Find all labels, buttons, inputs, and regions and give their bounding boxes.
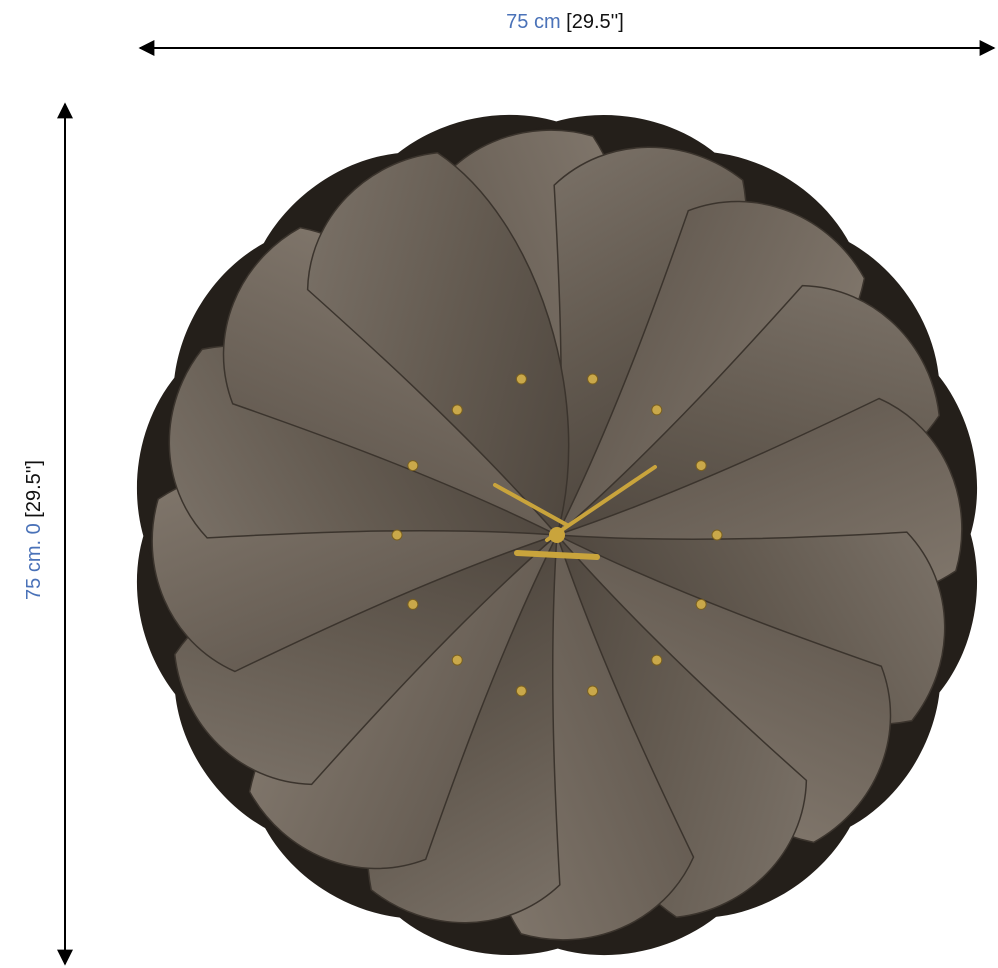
hour-stud [651, 654, 663, 666]
height-metric: 75 cm. 0 [23, 523, 45, 600]
hour-stud [451, 404, 463, 416]
hand-pin [549, 527, 565, 543]
hour-stud [407, 598, 419, 610]
height-imperial: [29.5''] [23, 460, 45, 518]
minute-hand [545, 465, 657, 542]
hour-stud [695, 598, 707, 610]
hour-stud [391, 529, 403, 541]
ribbon [306, 151, 570, 537]
hour-stud [515, 373, 527, 385]
hour-hand-2 [493, 483, 569, 527]
hour-stud [587, 685, 599, 697]
hour-stud [651, 404, 663, 416]
hour-stud [711, 529, 723, 541]
hour-hand [514, 550, 600, 560]
hour-stud [587, 373, 599, 385]
hour-stud [695, 460, 707, 472]
hour-stud [515, 685, 527, 697]
hour-stud [451, 654, 463, 666]
hour-stud [407, 460, 419, 472]
clock [136, 114, 978, 956]
height-label: 75 cm. 0 [29.5''] [23, 460, 45, 600]
width-label: 75 cm [29.5''] [506, 11, 624, 33]
width-imperial: [29.5''] [566, 11, 624, 33]
width-metric: 75 cm [506, 11, 560, 33]
